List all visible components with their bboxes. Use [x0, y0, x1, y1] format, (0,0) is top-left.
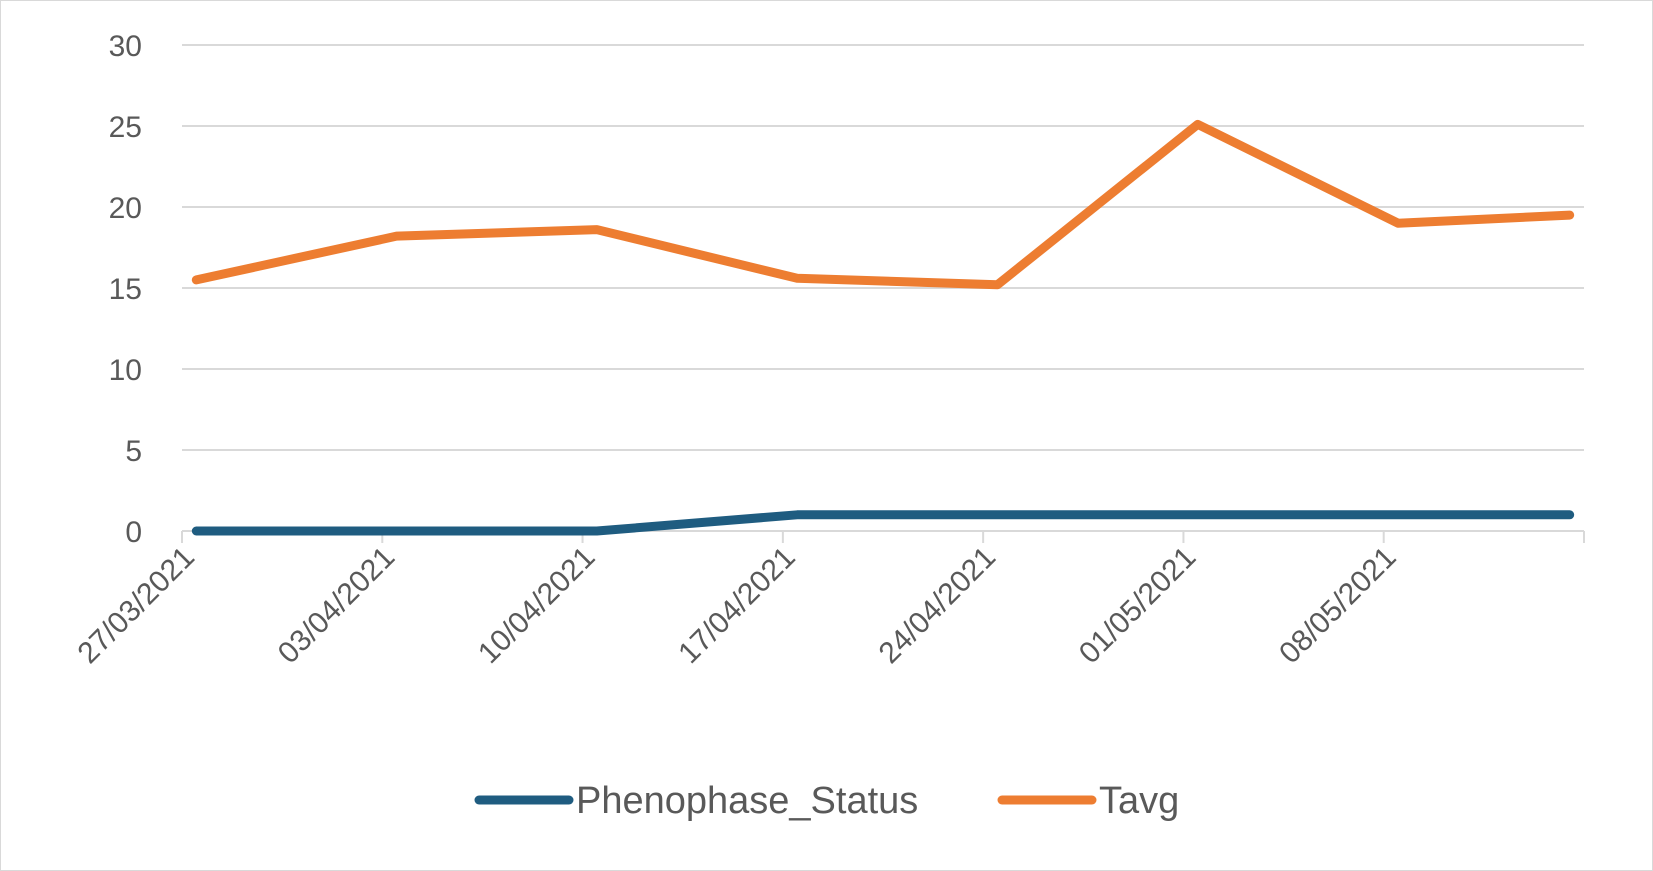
- legend-label: Phenophase_Status: [576, 780, 918, 822]
- x-tick-label: 17/04/2021: [672, 541, 802, 671]
- x-tick-labels: 27/03/2021 03/04/2021 10/04/2021 17/04/2021…: [71, 541, 1402, 671]
- x-tick-label: 08/05/2021: [1273, 541, 1403, 671]
- x-tick-label: 01/05/2021: [1073, 541, 1203, 671]
- y-tick-label: 5: [125, 435, 142, 468]
- legend: Phenophase_Status Tavg: [474, 780, 1179, 822]
- x-tick-label: 27/03/2021: [71, 541, 201, 671]
- y-tick-label: 25: [109, 111, 142, 144]
- y-tick-label: 0: [125, 516, 142, 549]
- x-tick-label: 03/04/2021: [272, 541, 402, 671]
- series-line-tavg: [191, 119, 1575, 290]
- series-line-phenophase-status: [191, 510, 1575, 536]
- y-tick-label: 10: [109, 354, 142, 387]
- x-tick-label: 24/04/2021: [873, 541, 1003, 671]
- y-axis: 0 5 10 15 20 25 30: [109, 30, 142, 549]
- legend-label: Tavg: [1099, 780, 1179, 822]
- y-tick-label: 15: [109, 273, 142, 306]
- y-tick-label: 20: [109, 192, 142, 225]
- y-tick-label: 30: [109, 30, 142, 63]
- gridlines: [182, 44, 1584, 451]
- x-tick-label: 10/04/2021: [472, 541, 602, 671]
- series-lines: [191, 119, 1575, 536]
